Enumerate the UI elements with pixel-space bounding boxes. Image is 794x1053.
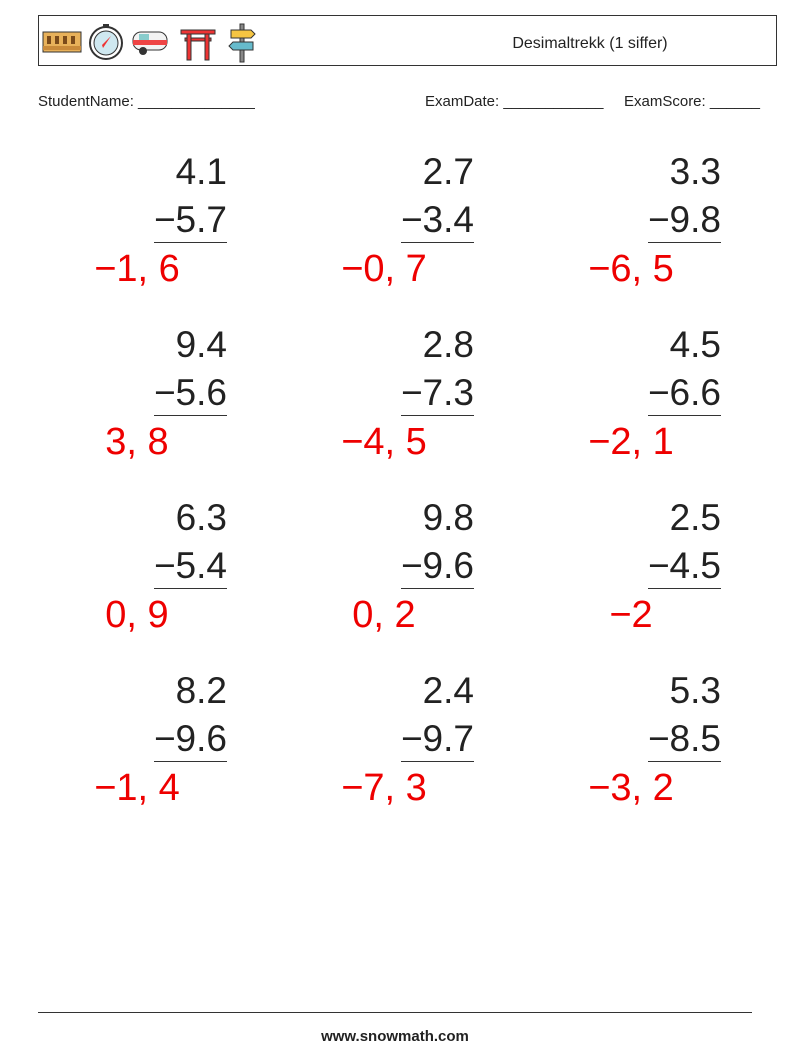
title: Desimaltrekk (1 siffer) [512,35,668,52]
answer: 0, 2 [352,594,416,636]
icon-colosseum [42,31,82,53]
answer: −0, 7 [341,248,427,290]
subtrahend-row: −6.6 [561,371,721,416]
subtrahend: −3.4 [400,198,474,243]
header-icons [42,23,256,63]
icon-torii [180,29,216,61]
answer: 0, 9 [105,594,169,636]
footer-url: www.snowmath.com [321,1028,469,1045]
subtrahend: −8.5 [647,717,721,762]
subtrahend: −5.4 [153,544,227,589]
footer-line [38,1012,752,1013]
student-name-field: StudentName: ______________ [38,93,255,110]
subtrahend-row: −9.7 [314,717,474,762]
subtrahend-row: −9.6 [67,717,227,762]
icon-caravan [132,31,168,55]
subtrahend: −4.5 [647,544,721,589]
minuend: 6.3 [175,497,227,538]
subtrahend: −5.6 [153,371,227,416]
minuend: 2.4 [422,670,474,711]
minuend: 2.7 [422,151,474,192]
answer: −4, 5 [341,421,427,463]
icon-compass [89,24,123,60]
answer: 3, 8 [105,421,169,463]
subtrahend-row: −9.6 [314,544,474,589]
answer: −7, 3 [341,767,427,809]
answer: −2, 1 [588,421,674,463]
subtrahend-row: −7.3 [314,371,474,416]
icon-signpost [228,23,256,63]
subtrahend-row: −4.5 [561,544,721,589]
subtrahend: −5.7 [153,198,227,243]
header-box [38,15,777,66]
minuend: 4.5 [669,324,721,365]
minuend: 5.3 [669,670,721,711]
subtrahend-row: −8.5 [561,717,721,762]
answer: −6, 5 [588,248,674,290]
subtrahend: −6.6 [647,371,721,416]
exam-date-field: ExamDate: ____________ [425,93,604,110]
subtrahend: −9.8 [647,198,721,243]
minuend: 3.3 [669,151,721,192]
answer: −2 [609,594,653,636]
subtrahend-row: −3.4 [314,198,474,243]
minuend: 9.8 [422,497,474,538]
answer: −1, 4 [94,767,180,809]
subtrahend: −7.3 [400,371,474,416]
minuend: 2.5 [669,497,721,538]
answer: −3, 2 [588,767,674,809]
exam-score-field: ExamScore: ______ [624,93,760,110]
subtrahend-row: −9.8 [561,198,721,243]
subtrahend: −9.7 [400,717,474,762]
answer: −1, 6 [94,248,180,290]
minuend: 4.1 [175,151,227,192]
subtrahend-row: −5.6 [67,371,227,416]
minuend: 9.4 [175,324,227,365]
minuend: 2.8 [422,324,474,365]
minuend: 8.2 [175,670,227,711]
subtrahend: −9.6 [400,544,474,589]
subtrahend-row: −5.7 [67,198,227,243]
subtrahend: −9.6 [153,717,227,762]
subtrahend-row: −5.4 [67,544,227,589]
